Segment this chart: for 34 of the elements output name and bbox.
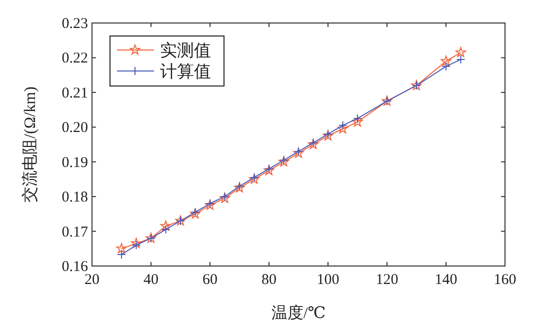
point [456, 54, 466, 64]
point [308, 138, 318, 148]
y-tick-label: 0.18 [62, 190, 88, 206]
y-tick-label: 0.17 [62, 224, 88, 240]
point [160, 220, 172, 231]
point [455, 47, 466, 58]
x-tick-label: 60 [202, 272, 218, 288]
point [338, 120, 348, 130]
point [337, 123, 348, 134]
x-axis-title: 温度/℃ [271, 304, 326, 322]
point [442, 62, 450, 71]
point [130, 238, 142, 248]
point [440, 56, 452, 66]
point [132, 240, 141, 250]
x-tick-label: 20 [84, 272, 100, 288]
x-tick-label: 80 [262, 272, 276, 288]
point [116, 243, 127, 254]
legend-label: 实测值 [160, 41, 211, 60]
y-tick-label: 0.19 [62, 154, 88, 171]
x-tick-label: 140 [434, 272, 458, 288]
x-tick-label: 40 [144, 272, 158, 288]
x-tick-label: 120 [376, 272, 398, 288]
x-tick-label: 100 [316, 272, 340, 288]
point [352, 116, 363, 126]
point [161, 225, 170, 234]
y-tick-label: 0.23 [62, 16, 88, 32]
legend-label: 计算值 [160, 62, 211, 81]
y-tick-label: 0.16 [62, 259, 88, 275]
y-tick-label: 0.21 [62, 85, 88, 102]
y-tick-label: 0.22 [62, 50, 88, 67]
x-tick-label: 160 [494, 272, 516, 288]
y-tick-label: 0.20 [62, 120, 88, 136]
y-axis-title: 交流电阻/(Ω/km) [21, 86, 39, 202]
point [117, 250, 126, 260]
